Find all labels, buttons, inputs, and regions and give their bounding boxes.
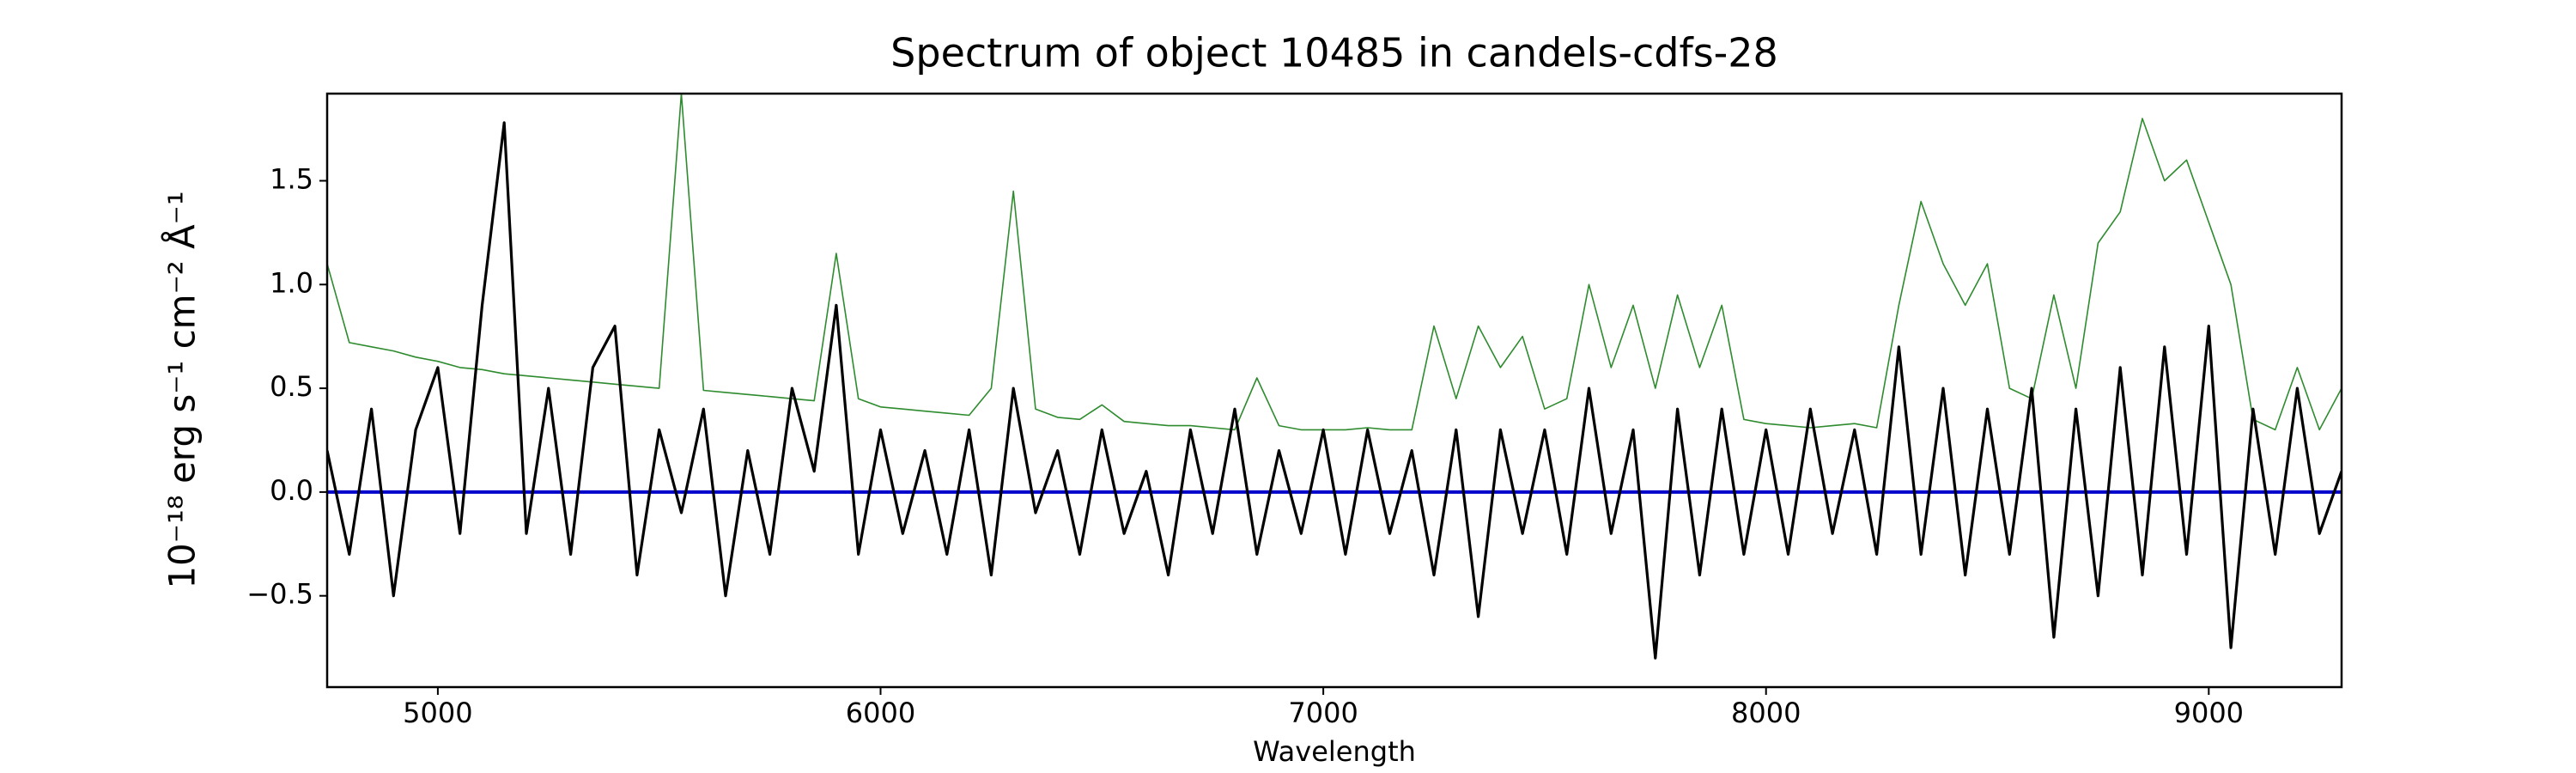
x-tick-label: 8000: [1731, 697, 1801, 729]
y-axis-label: 10⁻¹⁸ erg s⁻¹ cm⁻² Å⁻¹: [161, 191, 204, 588]
x-tick-label: 7000: [1288, 697, 1358, 729]
y-tick-label: −0.5: [246, 578, 313, 611]
x-tick-label: 5000: [403, 697, 472, 729]
y-tick-label: 0.0: [270, 474, 313, 507]
y-tick-label: 0.5: [270, 370, 313, 403]
y-tick-label: 1.0: [270, 266, 313, 299]
plot-frame: [325, 92, 2343, 689]
x-tick-label: 9000: [2174, 697, 2244, 729]
x-axis-label: Wavelength: [1253, 735, 1416, 768]
spectrum-line: [327, 94, 2342, 431]
y-tick-label: 1.5: [270, 162, 313, 195]
x-tick-label: 6000: [846, 697, 915, 729]
chart-title: Spectrum of object 10485 in candels-cdfs…: [890, 30, 1778, 76]
plot-area: [327, 94, 2342, 660]
spectrum-line: [327, 121, 2342, 660]
